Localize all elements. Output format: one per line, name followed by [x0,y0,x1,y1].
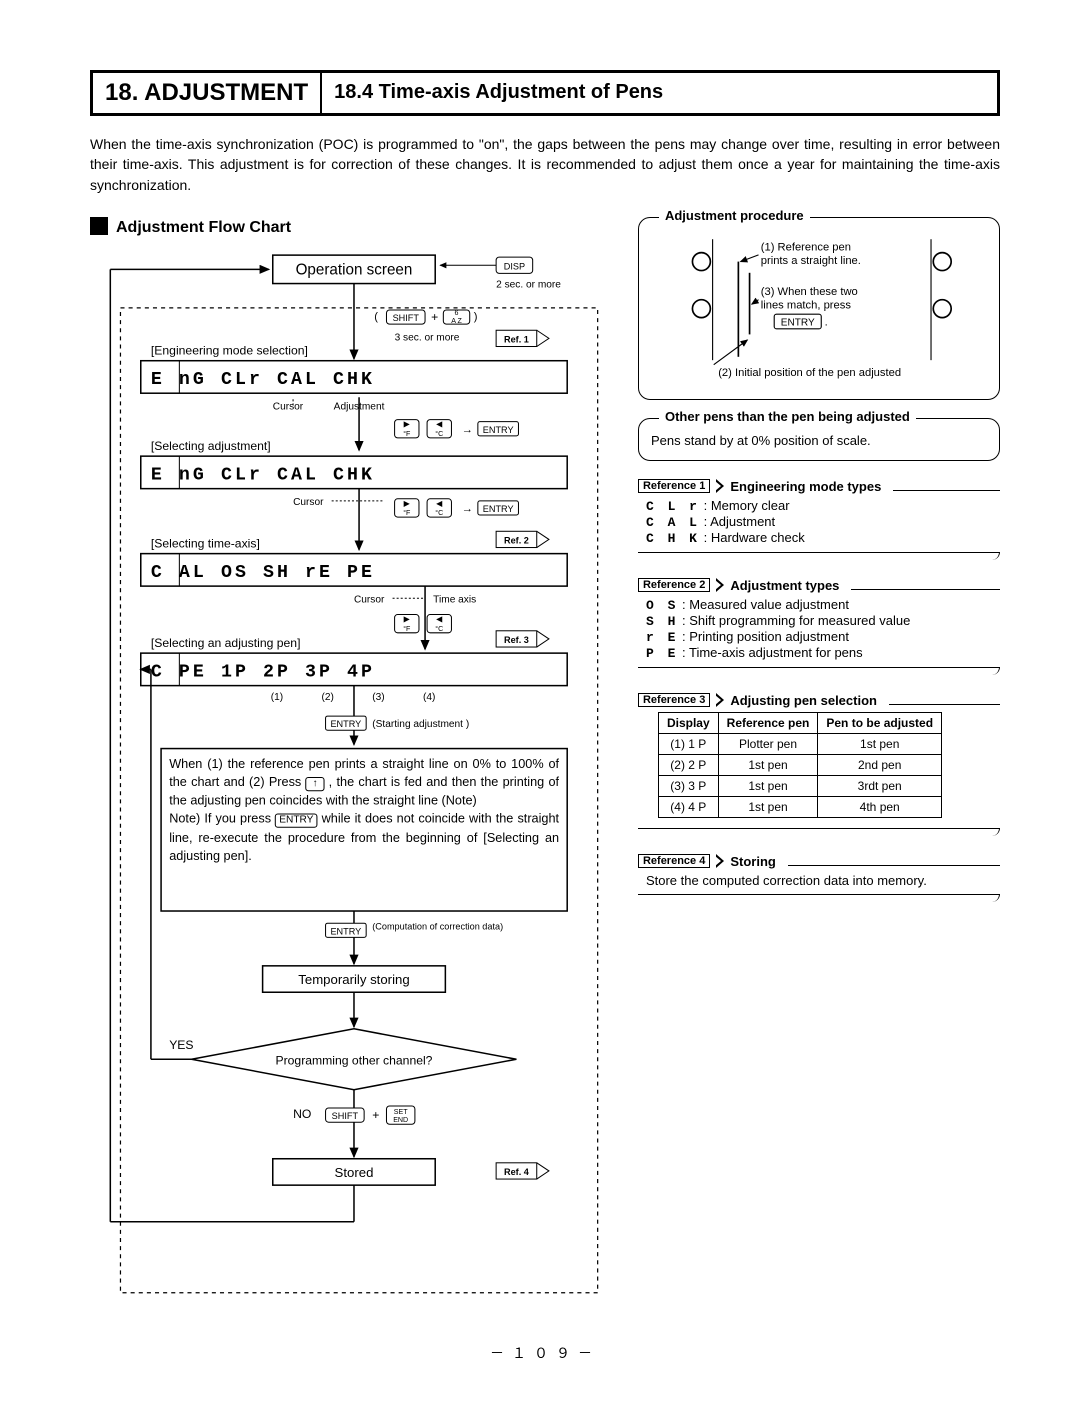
svg-text:[Selecting an adjusting pen]: [Selecting an adjusting pen] [151,636,301,650]
svg-text:+: + [431,310,438,324]
adjustment-procedure-box: Adjustment procedure (1) Reference pen p… [638,217,1000,400]
svg-text:(4): (4) [423,692,435,703]
svg-text:(3) When these two: (3) When these two [761,286,858,298]
svg-text:Ref. 4: Ref. 4 [504,1167,530,1177]
svg-text:ENTRY: ENTRY [330,926,361,936]
svg-text:(2) Initial position of the pe: (2) Initial position of the pen adjusted [718,367,901,379]
svg-text:▶: ▶ [404,420,411,429]
reference-column: Adjustment procedure (1) Reference pen p… [638,217,1000,1313]
svg-text:◀: ◀ [436,420,443,429]
svg-text:◀: ◀ [436,615,443,624]
flowchart-heading: Adjustment Flow Chart [90,217,618,237]
svg-text:YES: YES [169,1038,193,1052]
svg-text:): ) [474,311,478,323]
svg-text:Temporarily storing: Temporarily storing [298,972,409,987]
reference-2-box: Reference 2 Adjustment types O S : Measu… [638,578,1000,675]
svg-text:°F: °F [403,509,411,517]
svg-text:(2): (2) [321,692,333,703]
svg-text:E nG CLr CAL CHK: E nG CLr CAL CHK [151,465,375,485]
svg-text:Stored: Stored [335,1165,374,1180]
svg-text:°C: °C [435,509,443,517]
svg-text:◀: ◀ [436,499,443,508]
svg-text:C PE 1P 2P 3P 4P: C PE 1P 2P 3P 4P [151,662,375,682]
flowchart-column: Adjustment Flow Chart Operation screen D… [90,217,618,1313]
reference-1-box: Reference 1 Engineering mode types C L r… [638,479,1000,560]
svg-text:[Selecting adjustment]: [Selecting adjustment] [151,439,271,453]
svg-text:°C: °C [435,430,443,438]
svg-text:DISP: DISP [504,261,525,271]
svg-text:ENTRY: ENTRY [483,504,514,514]
page-number: －１０９－ [90,1343,1000,1363]
svg-text:+: + [372,1108,379,1122]
svg-text:(1): (1) [271,692,283,703]
svg-text:NO: NO [293,1107,311,1121]
square-bullet-icon [90,217,108,235]
svg-text:6: 6 [455,309,459,317]
chevron-right-icon [716,578,724,592]
intro-text: When the time-axis synchronization (POC)… [90,134,1000,195]
svg-text:3 sec. or more: 3 sec. or more [395,332,460,343]
svg-text:→: → [462,503,473,515]
svg-text:A Z: A Z [451,317,462,325]
svg-text:Ref. 2: Ref. 2 [504,535,529,545]
svg-text:▶: ▶ [404,499,411,508]
flowchart-svg: Operation screen DISP 2 sec. or more ( S… [90,247,618,1313]
svg-text:Ref. 3: Ref. 3 [504,635,529,645]
page-header: 18. ADJUSTMENT 18.4 Time-axis Adjustment… [90,70,1000,116]
svg-text:2 sec. or more: 2 sec. or more [496,280,561,291]
svg-text:→: → [462,424,473,436]
svg-text:Cursor: Cursor [273,401,304,412]
procedure-diagram: (1) Reference pen prints a straight line… [651,228,987,385]
svg-text:▶: ▶ [404,615,411,624]
svg-text:°F: °F [403,430,411,438]
svg-text:ENTRY: ENTRY [483,425,514,435]
svg-text:C AL OS SH rE PE: C AL OS SH rE PE [151,563,375,583]
svg-text:°F: °F [403,625,411,633]
reference-3-box: Reference 3 Adjusting pen selection Disp… [638,693,1000,836]
svg-text:[Selecting time-axis]: [Selecting time-axis] [151,536,260,550]
svg-text:Operation screen: Operation screen [296,261,413,278]
svg-text:END: END [393,1116,408,1124]
chapter-title: 18. ADJUSTMENT [93,73,322,113]
pen-selection-table: Display Reference pen Pen to be adjusted… [658,712,942,818]
svg-text:(: ( [374,311,378,323]
svg-text:(Computation of correction dat: (Computation of correction data) [372,921,503,931]
svg-text:ENTRY: ENTRY [330,719,361,729]
other-pens-box: Other pens than the pen being adjusted P… [638,418,1000,461]
chevron-right-icon [716,693,724,707]
svg-text:[Engineering mode selection]: [Engineering mode selection] [151,344,308,358]
other-pens-body: Pens stand by at 0% position of scale. [651,433,987,448]
reference-4-box: Reference 4 Storing Store the computed c… [638,854,1000,902]
svg-text:(Starting adjustment ): (Starting adjustment ) [372,719,469,730]
chevron-right-icon [716,854,724,868]
svg-text:Cursor: Cursor [354,594,385,605]
svg-text:ENTRY: ENTRY [781,317,815,328]
svg-text:Ref. 1: Ref. 1 [504,334,529,344]
svg-text:°C: °C [435,625,443,633]
svg-text:.: . [825,316,828,328]
section-title: 18.4 Time-axis Adjustment of Pens [322,73,675,113]
svg-text:SET: SET [394,1108,408,1116]
svg-text:lines match, press: lines match, press [761,300,852,312]
svg-text:prints a straight line.: prints a straight line. [761,255,861,267]
svg-text:(1) Reference pen: (1) Reference pen [761,241,851,253]
svg-text:E nG CLr CAL CHK: E nG CLr CAL CHK [151,370,375,390]
svg-text:Cursor: Cursor [293,497,324,508]
svg-text:(3): (3) [372,692,384,703]
svg-text:Time axis: Time axis [433,594,476,605]
svg-text:SHIFT: SHIFT [393,313,420,323]
svg-text:SHIFT: SHIFT [332,1111,359,1121]
chevron-right-icon [716,479,724,493]
svg-text:Programming other channel?: Programming other channel? [276,1053,433,1067]
